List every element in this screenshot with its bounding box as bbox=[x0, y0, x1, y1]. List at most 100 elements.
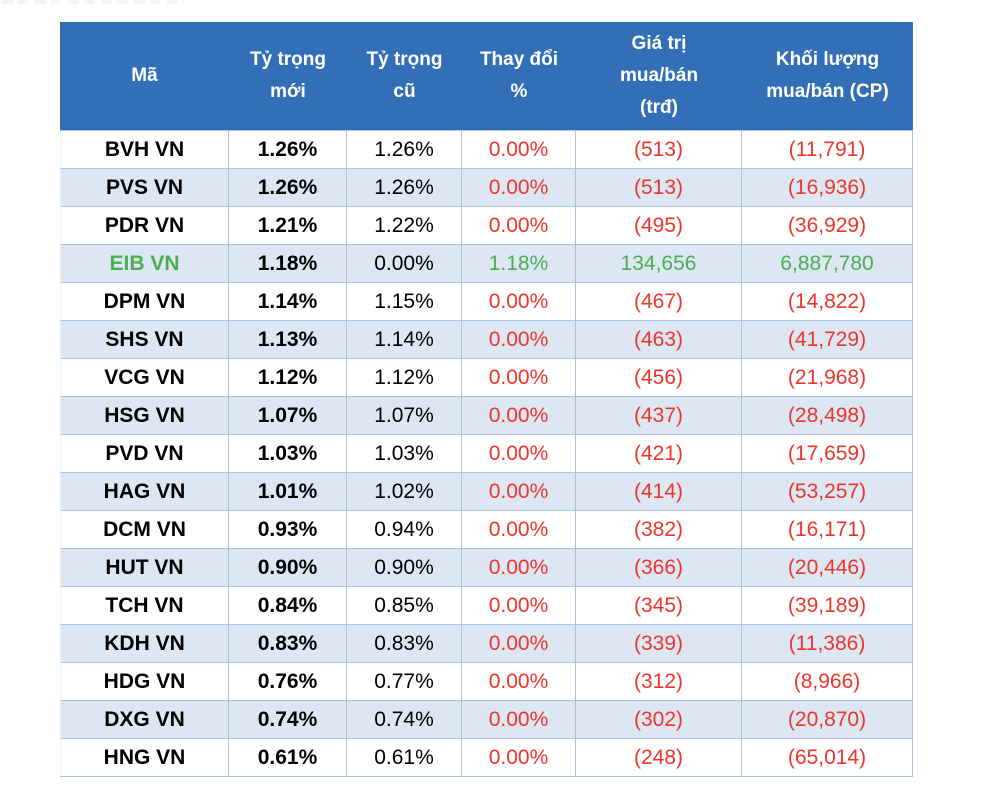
cell-change: 0.00% bbox=[462, 206, 576, 244]
cell-old-weight: 1.07% bbox=[347, 396, 462, 434]
etf-weights-table: Mã Tỷ trọng mới Tỷ trọng cũ Thay đổi % G… bbox=[60, 22, 913, 777]
cell-value: (366) bbox=[576, 548, 742, 586]
table-row: HUT VN 0.90% 0.90% 0.00% (366) (20,446) bbox=[60, 548, 913, 586]
cell-change: 0.00% bbox=[462, 510, 576, 548]
cell-code: TCH VN bbox=[60, 586, 229, 624]
cell-code: HUT VN bbox=[60, 548, 229, 586]
cell-new-weight: 1.21% bbox=[229, 206, 347, 244]
clipped-title-fragment bbox=[2, 0, 184, 4]
cell-new-weight: 0.90% bbox=[229, 548, 347, 586]
cell-change: 0.00% bbox=[462, 624, 576, 662]
cell-new-weight: 0.76% bbox=[229, 662, 347, 700]
cell-change: 0.00% bbox=[462, 168, 576, 206]
cell-volume: (28,498) bbox=[742, 396, 913, 434]
cell-change: 0.00% bbox=[462, 358, 576, 396]
cell-value: (339) bbox=[576, 624, 742, 662]
cell-old-weight: 1.14% bbox=[347, 320, 462, 358]
cell-code: DPM VN bbox=[60, 282, 229, 320]
cell-value: (456) bbox=[576, 358, 742, 396]
column-header-khoi-luong-mua-ban: Khối lượng mua/bán (CP) bbox=[766, 49, 889, 102]
cell-code: BVH VN bbox=[60, 130, 229, 168]
table-row: PDR VN 1.21% 1.22% 0.00% (495) (36,929) bbox=[60, 206, 913, 244]
cell-value: (421) bbox=[576, 434, 742, 472]
cell-code: HNG VN bbox=[60, 738, 229, 776]
cell-value: (302) bbox=[576, 700, 742, 738]
cell-old-weight: 1.26% bbox=[347, 130, 462, 168]
cell-change: 0.00% bbox=[462, 738, 576, 776]
cell-change: 0.00% bbox=[462, 586, 576, 624]
cell-volume: (20,446) bbox=[742, 548, 913, 586]
table-row: BVH VN 1.26% 1.26% 0.00% (513) (11,791) bbox=[60, 130, 913, 168]
cell-new-weight: 0.83% bbox=[229, 624, 347, 662]
cell-new-weight: 0.61% bbox=[229, 738, 347, 776]
cell-volume: (14,822) bbox=[742, 282, 913, 320]
cell-old-weight: 0.61% bbox=[347, 738, 462, 776]
cell-volume: (8,966) bbox=[742, 662, 913, 700]
table-row: VCG VN 1.12% 1.12% 0.00% (456) (21,968) bbox=[60, 358, 913, 396]
column-header-ty-trong-moi: Tỷ trọng mới bbox=[250, 49, 326, 102]
cell-old-weight: 0.77% bbox=[347, 662, 462, 700]
column-header-ma: Mã bbox=[131, 65, 158, 87]
cell-volume: (36,929) bbox=[742, 206, 913, 244]
table-body: BVH VN 1.26% 1.26% 0.00% (513) (11,791) PVS VN… bbox=[60, 130, 913, 776]
cell-code: PVD VN bbox=[60, 434, 229, 472]
cell-new-weight: 1.26% bbox=[229, 168, 347, 206]
cell-value: (467) bbox=[576, 282, 742, 320]
column-header-thay-doi: Thay đổi % bbox=[479, 49, 559, 102]
cell-old-weight: 1.22% bbox=[347, 206, 462, 244]
cell-new-weight: 1.03% bbox=[229, 434, 347, 472]
cell-change: 1.18% bbox=[462, 244, 576, 282]
cell-new-weight: 1.12% bbox=[229, 358, 347, 396]
cell-new-weight: 0.84% bbox=[229, 586, 347, 624]
cell-change: 0.00% bbox=[462, 282, 576, 320]
cell-volume: (53,257) bbox=[742, 472, 913, 510]
column-header-ty-trong-cu: Tỷ trọng cũ bbox=[366, 49, 443, 102]
cell-code: PDR VN bbox=[60, 206, 229, 244]
cell-old-weight: 1.12% bbox=[347, 358, 462, 396]
table-row: DPM VN 1.14% 1.15% 0.00% (467) (14,822) bbox=[60, 282, 913, 320]
cell-value: (437) bbox=[576, 396, 742, 434]
cell-code: SHS VN bbox=[60, 320, 229, 358]
cell-new-weight: 1.26% bbox=[229, 130, 347, 168]
cell-old-weight: 0.85% bbox=[347, 586, 462, 624]
cell-code: HSG VN bbox=[60, 396, 229, 434]
cell-code: DXG VN bbox=[60, 700, 229, 738]
cell-new-weight: 1.13% bbox=[229, 320, 347, 358]
table-row: DXG VN 0.74% 0.74% 0.00% (302) (20,870) bbox=[60, 700, 913, 738]
table-header-row: Mã Tỷ trọng mới Tỷ trọng cũ Thay đổi % G… bbox=[60, 22, 913, 130]
table-row: SHS VN 1.13% 1.14% 0.00% (463) (41,729) bbox=[60, 320, 913, 358]
table-row: KDH VN 0.83% 0.83% 0.00% (339) (11,386) bbox=[60, 624, 913, 662]
cell-volume: (41,729) bbox=[742, 320, 913, 358]
cell-old-weight: 1.03% bbox=[347, 434, 462, 472]
cell-old-weight: 0.94% bbox=[347, 510, 462, 548]
table-row: TCH VN 0.84% 0.85% 0.00% (345) (39,189) bbox=[60, 586, 913, 624]
cell-value: (414) bbox=[576, 472, 742, 510]
cell-code: PVS VN bbox=[60, 168, 229, 206]
cell-volume: (11,386) bbox=[742, 624, 913, 662]
cell-value: (513) bbox=[576, 130, 742, 168]
cell-volume: (65,014) bbox=[742, 738, 913, 776]
cell-old-weight: 0.83% bbox=[347, 624, 462, 662]
cell-code: EIB VN bbox=[60, 244, 229, 282]
cell-old-weight: 0.74% bbox=[347, 700, 462, 738]
cell-new-weight: 1.18% bbox=[229, 244, 347, 282]
table-row: HAG VN 1.01% 1.02% 0.00% (414) (53,257) bbox=[60, 472, 913, 510]
cell-old-weight: 0.00% bbox=[347, 244, 462, 282]
cell-change: 0.00% bbox=[462, 434, 576, 472]
cell-value: (345) bbox=[576, 586, 742, 624]
table-row: PVS VN 1.26% 1.26% 0.00% (513) (16,936) bbox=[60, 168, 913, 206]
cell-volume: (11,791) bbox=[742, 130, 913, 168]
cell-code: KDH VN bbox=[60, 624, 229, 662]
cell-old-weight: 0.90% bbox=[347, 548, 462, 586]
cell-change: 0.00% bbox=[462, 548, 576, 586]
cell-new-weight: 1.07% bbox=[229, 396, 347, 434]
cell-code: HAG VN bbox=[60, 472, 229, 510]
cell-change: 0.00% bbox=[462, 396, 576, 434]
cell-change: 0.00% bbox=[462, 320, 576, 358]
cell-code: DCM VN bbox=[60, 510, 229, 548]
cell-value: (495) bbox=[576, 206, 742, 244]
cell-old-weight: 1.26% bbox=[347, 168, 462, 206]
cell-value: 134,656 bbox=[576, 244, 742, 282]
table-row: HSG VN 1.07% 1.07% 0.00% (437) (28,498) bbox=[60, 396, 913, 434]
